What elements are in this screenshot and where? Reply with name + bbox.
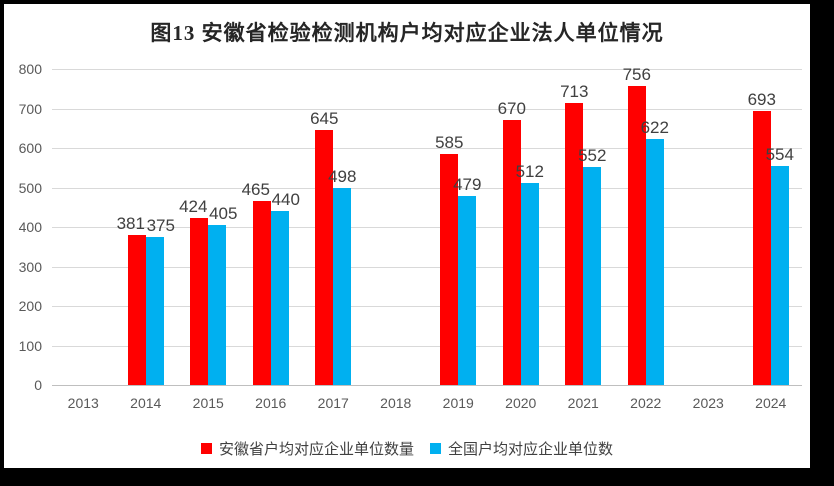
gridline-100 bbox=[52, 345, 802, 347]
gridline-600 bbox=[52, 148, 802, 149]
bar-label-national-2017: 498 bbox=[328, 167, 357, 187]
legend-item-national: 全国户均对应企业单位数 bbox=[430, 438, 613, 459]
legend: 安徽省户均对应企业单位数量 全国户均对应企业单位数 bbox=[4, 438, 810, 459]
bar-label-national-2015: 405 bbox=[209, 204, 238, 224]
bar-national-2021 bbox=[583, 166, 602, 385]
x-tick-2017: 2017 bbox=[317, 395, 349, 411]
bar-national-2022 bbox=[645, 139, 664, 385]
y-tick-100: 100 bbox=[18, 337, 42, 354]
bar-anhui-2022 bbox=[627, 86, 646, 385]
gridline-200 bbox=[52, 306, 802, 307]
x-tick-2018: 2018 bbox=[380, 395, 412, 411]
bar-national-2015 bbox=[208, 225, 227, 385]
x-tick-2020: 2020 bbox=[505, 395, 537, 411]
chart-title: 图13 安徽省检验检测机构户均对应企业法人单位情况 bbox=[150, 21, 664, 45]
gridline-400 bbox=[52, 227, 802, 228]
bar-anhui-2014 bbox=[127, 234, 146, 385]
gridline-500 bbox=[52, 187, 802, 189]
bar-label-national-2022: 622 bbox=[640, 118, 669, 138]
legend-marker-anhui-icon bbox=[200, 443, 212, 454]
bar-label-anhui-2019: 585 bbox=[435, 132, 464, 152]
bar-anhui-2019 bbox=[440, 153, 459, 385]
bar-label-national-2014: 375 bbox=[146, 215, 175, 235]
bar-national-2014 bbox=[145, 236, 164, 385]
y-tick-800: 800 bbox=[18, 61, 42, 77]
x-tick-2013: 2013 bbox=[67, 395, 99, 411]
bar-anhui-2017 bbox=[315, 130, 334, 385]
plot-area: 381 375 424 405 465 440 645 498 585 479 670 512 713 5… bbox=[52, 65, 802, 386]
bar-label-anhui-2020: 670 bbox=[497, 99, 526, 119]
bar-anhui-2015 bbox=[190, 217, 209, 385]
x-tick-2014: 2014 bbox=[130, 395, 162, 411]
x-tick-2024: 2024 bbox=[755, 395, 787, 411]
bar-national-2020 bbox=[520, 182, 539, 385]
bar-national-2024 bbox=[770, 166, 789, 385]
x-tick-2015: 2015 bbox=[192, 395, 224, 411]
y-tick-300: 300 bbox=[18, 258, 42, 275]
bar-anhui-2021 bbox=[565, 103, 584, 385]
x-tick-2022: 2022 bbox=[630, 395, 662, 411]
bar-national-2019 bbox=[458, 195, 477, 385]
bar-label-national-2016: 440 bbox=[271, 190, 300, 210]
bar-label-anhui-2015: 424 bbox=[179, 196, 208, 216]
bar-label-national-2021: 552 bbox=[578, 145, 607, 165]
gridline-800 bbox=[52, 69, 802, 70]
bar-label-anhui-2016: 465 bbox=[241, 180, 270, 200]
bar-label-anhui-2022: 756 bbox=[622, 65, 651, 85]
bar-national-2017 bbox=[333, 188, 352, 385]
x-tick-2016: 2016 bbox=[255, 395, 287, 411]
bar-label-anhui-2024: 693 bbox=[747, 90, 776, 110]
bar-label-anhui-2014: 381 bbox=[116, 213, 145, 233]
gridline-700 bbox=[52, 108, 802, 110]
y-tick-700: 700 bbox=[18, 100, 42, 117]
legend-marker-national-icon bbox=[430, 443, 441, 454]
bar-anhui-2020 bbox=[502, 120, 521, 385]
y-tick-0: 0 bbox=[34, 377, 42, 393]
gridline-300 bbox=[52, 266, 802, 268]
x-tick-2023: 2023 bbox=[692, 395, 724, 411]
legend-label-anhui: 安徽省户均对应企业单位数量 bbox=[218, 441, 414, 458]
bar-anhui-2024 bbox=[752, 111, 771, 385]
legend-item-anhui: 安徽省户均对应企业单位数量 bbox=[200, 438, 414, 459]
bar-label-anhui-2017: 645 bbox=[310, 109, 339, 129]
bar-label-national-2019: 479 bbox=[453, 174, 482, 194]
bar-national-2016 bbox=[270, 211, 289, 385]
y-tick-200: 200 bbox=[18, 298, 42, 314]
x-tick-2021: 2021 bbox=[567, 395, 599, 411]
legend-label-national: 全国户均对应企业单位数 bbox=[448, 441, 614, 458]
y-tick-600: 600 bbox=[18, 140, 42, 156]
bar-anhui-2016 bbox=[252, 201, 271, 385]
bar-label-national-2020: 512 bbox=[515, 161, 544, 181]
chart-canvas: 图13 安徽省检验检测机构户均对应企业法人单位情况 381 375 424 405 46… bbox=[4, 4, 810, 468]
x-tick-2019: 2019 bbox=[442, 395, 474, 411]
y-tick-500: 500 bbox=[18, 179, 42, 196]
bar-label-anhui-2021: 713 bbox=[560, 82, 589, 102]
y-tick-400: 400 bbox=[18, 219, 42, 235]
bar-label-national-2024: 554 bbox=[765, 145, 794, 165]
